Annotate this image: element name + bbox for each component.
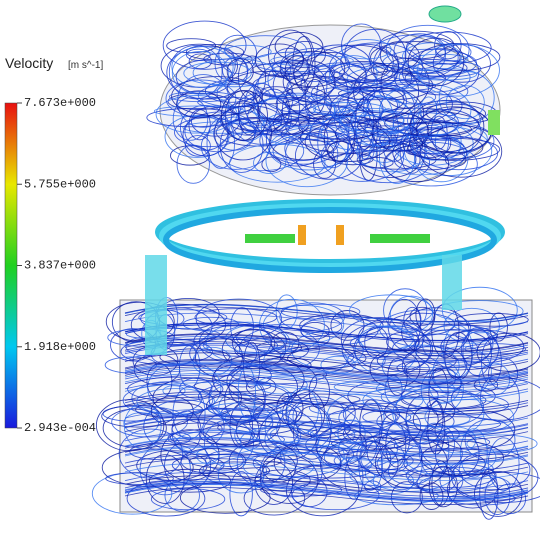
tick-label: 1.918e+000 — [24, 340, 96, 354]
tick-label: 5.755e+000 — [24, 177, 96, 191]
tick-label: 2.943e-004 — [24, 421, 96, 435]
color-bar — [5, 103, 17, 428]
pillar — [442, 255, 462, 310]
page: {"legend": {"title": "Velocity", "unit":… — [0, 0, 540, 534]
tick-label: 7.673e+000 — [24, 96, 96, 110]
streamline-plot — [92, 6, 540, 519]
nozzle — [429, 6, 461, 22]
jet — [245, 234, 295, 243]
tick-label: 3.837e+000 — [24, 259, 96, 273]
pillar — [145, 255, 167, 355]
legend-title: Velocity — [5, 55, 53, 71]
jet — [298, 225, 306, 245]
jet — [336, 225, 344, 245]
legend-unit: [m s^-1] — [68, 60, 103, 71]
outlet — [488, 110, 500, 135]
jet — [370, 234, 430, 243]
visualization: Velocity [m s^-1] 7.673e+000 5.755e+000 3.… — [0, 0, 540, 534]
